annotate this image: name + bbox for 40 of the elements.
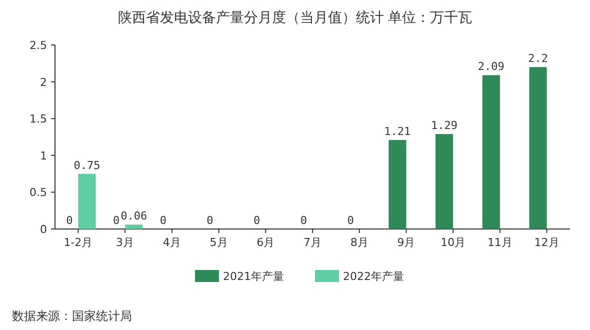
x-tick-label: 12月 bbox=[534, 236, 560, 249]
data-label: 1.21 bbox=[384, 124, 411, 138]
bar bbox=[482, 75, 500, 229]
data-label: 0 bbox=[206, 214, 214, 227]
source-note: 数据来源：国家统计局 bbox=[12, 309, 132, 323]
data-label: 0 bbox=[347, 214, 354, 227]
y-tick-label: 0 bbox=[40, 223, 47, 236]
data-label: 2.2 bbox=[528, 52, 548, 66]
y-tick-label: 2.5 bbox=[30, 39, 47, 52]
data-label: 0 bbox=[160, 214, 166, 227]
x-tick-label: 11月 bbox=[487, 236, 512, 249]
data-label: 2.09 bbox=[478, 60, 504, 74]
y-tick-label: 1.5 bbox=[30, 112, 47, 126]
bar bbox=[529, 67, 547, 229]
x-tick-label: 7月 bbox=[304, 236, 322, 249]
bar bbox=[436, 134, 454, 229]
y-tick-label: 0.5 bbox=[30, 186, 47, 200]
legend-label: 2022年产量 bbox=[343, 270, 404, 283]
x-tick-label: 6月 bbox=[256, 236, 275, 249]
bar bbox=[125, 224, 143, 229]
bar bbox=[78, 174, 96, 229]
data-label: 0 bbox=[300, 214, 308, 227]
data-label: 0 bbox=[66, 214, 73, 227]
x-tick-label: 4月 bbox=[162, 236, 181, 249]
x-tick-label: 3月 bbox=[116, 236, 134, 249]
x-tick-label: 5月 bbox=[210, 236, 228, 249]
chart-title: 陕西省发电设备产量分月度（当月值）统计 单位：万千瓦 bbox=[118, 10, 472, 26]
x-tick-label: 8月 bbox=[350, 236, 368, 249]
y-tick-label: 2 bbox=[40, 76, 47, 89]
x-tick-label: 1-2月 bbox=[64, 236, 93, 249]
data-label: 1.29 bbox=[431, 119, 458, 132]
x-tick-label: 9月 bbox=[397, 236, 416, 249]
legend-label: 2021年产量 bbox=[223, 270, 284, 283]
data-label: 0.75 bbox=[74, 158, 100, 172]
data-label: 0 bbox=[112, 214, 120, 227]
x-tick-label: 10月 bbox=[440, 236, 466, 249]
data-label: 0.06 bbox=[120, 210, 148, 223]
data-label: 0 bbox=[254, 214, 260, 227]
bar bbox=[388, 140, 406, 229]
y-tick-label: 1 bbox=[40, 149, 47, 162]
